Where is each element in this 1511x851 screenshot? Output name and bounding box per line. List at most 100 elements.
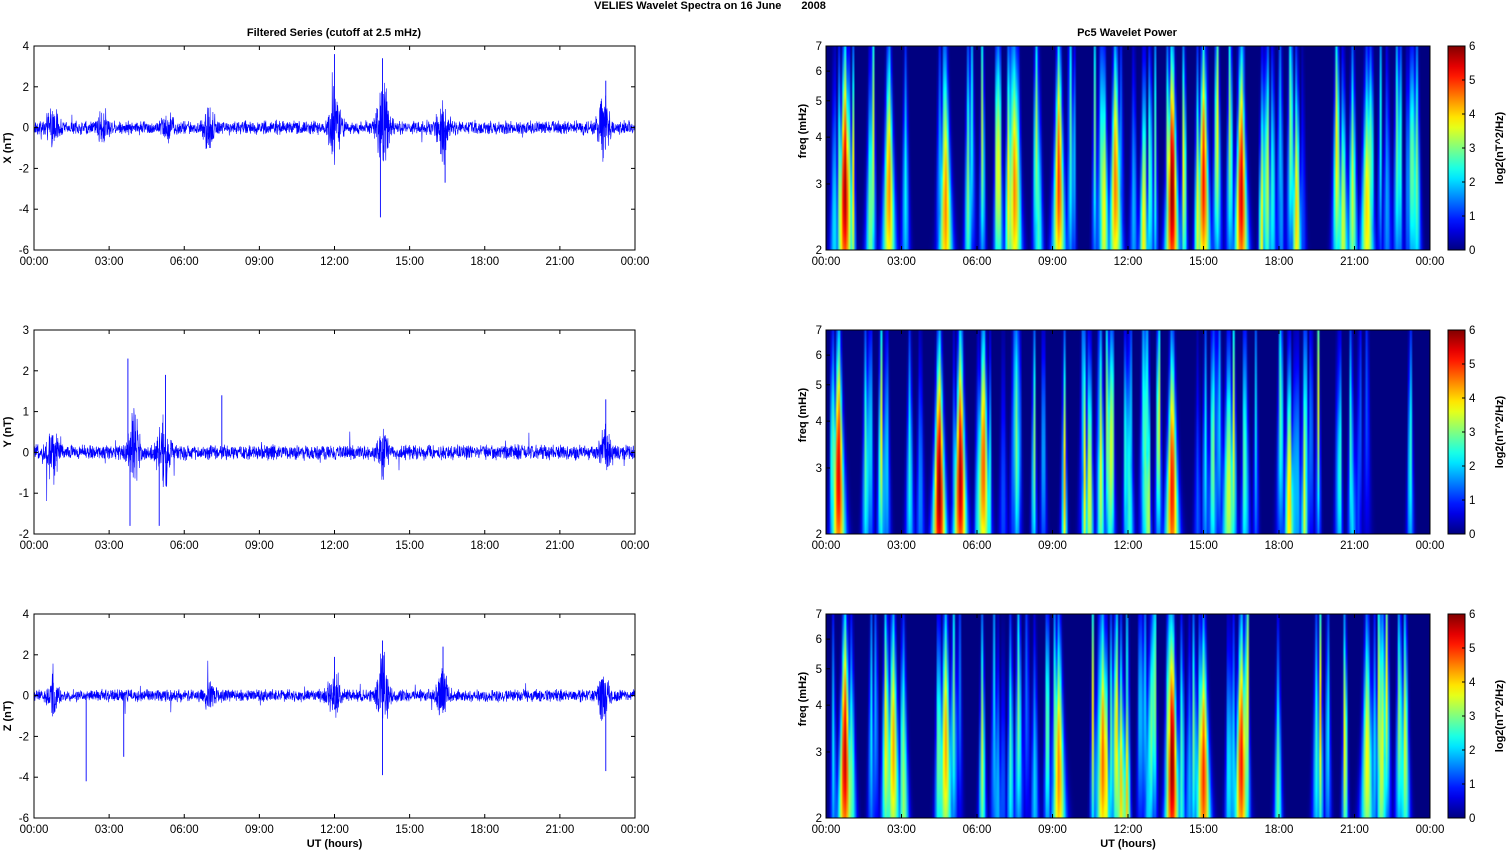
- colorbar-tick-label: 5: [1469, 643, 1475, 655]
- right-column-title: Pc5 Wavelet Power: [1077, 27, 1178, 39]
- y-tick-label: 0: [23, 447, 29, 459]
- y-tick-label: 4: [816, 416, 823, 428]
- wavelet-power-map: [826, 614, 1430, 818]
- x-tick-label: 15:00: [1189, 540, 1218, 552]
- x-tick-label: 21:00: [1340, 824, 1369, 836]
- colorbar-tick-label: 5: [1469, 359, 1475, 371]
- y-tick-label: 6: [816, 634, 822, 646]
- colorbar-tick-label: 1: [1469, 211, 1475, 223]
- colorbar-tick-label: 6: [1469, 325, 1475, 337]
- y-tick-label: 3: [816, 747, 822, 759]
- timeseries-panel-z: -6 -4 -2 0 2 4 00:00 03:00 06:00 09:00 12:00 15:00 1…: [2, 609, 649, 850]
- y-axis-label: Y (nT): [2, 416, 14, 447]
- filtered-series-line: [33, 72, 636, 165]
- x-tick-label: 21:00: [1340, 540, 1369, 552]
- wavelet-panel-3: 2 3 4 5 6 7 00:00 03:00 06:00 09:00 12:00 15:00 18:0…: [797, 609, 1506, 850]
- y-tick-label: 3: [816, 179, 822, 191]
- x-tick-label: 12:00: [320, 540, 349, 552]
- y-tick-label: -2: [19, 529, 29, 541]
- figure-title-main: VELIES Wavelet Spectra on 16 June: [594, 0, 781, 12]
- y-tick-label: 7: [816, 609, 822, 621]
- y-tick-label: 4: [23, 41, 30, 53]
- timeseries-panel-x: -6 -4 -2 0 2 4 00:00 03:00 06:00 09:00 12:00 15:00 1…: [2, 41, 649, 268]
- figure-title-year: 2008: [801, 0, 825, 12]
- y-axis-label: freq (mHz): [797, 671, 809, 726]
- x-tick-label: 18:00: [1265, 256, 1294, 268]
- x-axis-label: UT (hours): [307, 838, 363, 850]
- colorbar-tick-label: 3: [1469, 143, 1475, 155]
- x-tick-label: 06:00: [963, 824, 992, 836]
- colorbar-tick-label: 4: [1469, 109, 1476, 121]
- x-tick-label: 00:00: [20, 256, 49, 268]
- colorbar-tick-label: 0: [1469, 245, 1475, 257]
- x-tick-label: 00:00: [621, 540, 650, 552]
- colorbar-tick-label: 0: [1469, 529, 1475, 541]
- y-tick-label: 1: [23, 407, 29, 419]
- colorbar-tick-label: 6: [1469, 609, 1475, 621]
- y-tick-label: 5: [816, 96, 822, 108]
- colorbar-tick-label: 1: [1469, 779, 1475, 791]
- wavelet-panel-1: 2 3 4 5 6 7 00:00 03:00 06:00 09:00 12:00 15:00 18:0…: [797, 41, 1506, 268]
- colorbar-tick-label: 5: [1469, 75, 1475, 87]
- y-tick-label: 2: [816, 813, 822, 825]
- y-axis-label: freq (mHz): [797, 387, 809, 442]
- y-axis-label: Z (nT): [2, 700, 14, 731]
- y-tick-label: 2: [816, 529, 822, 541]
- y-tick-label: -6: [19, 245, 29, 257]
- x-tick-label: 21:00: [545, 540, 574, 552]
- x-tick-label: 21:00: [545, 256, 574, 268]
- y-tick-label: -2: [19, 163, 29, 175]
- x-tick-label: 21:00: [1340, 256, 1369, 268]
- x-tick-label: 00:00: [812, 540, 841, 552]
- x-tick-label: 06:00: [170, 256, 199, 268]
- x-tick-label: 15:00: [1189, 824, 1218, 836]
- x-tick-label: 12:00: [1114, 540, 1143, 552]
- x-tick-label: 21:00: [545, 824, 574, 836]
- y-tick-label: 2: [23, 650, 29, 662]
- x-tick-label: 15:00: [395, 256, 424, 268]
- x-tick-label: 00:00: [812, 824, 841, 836]
- x-tick-label: 18:00: [1265, 540, 1294, 552]
- x-tick-label: 00:00: [812, 256, 841, 268]
- colorbar: 0 1 2 3 4 5 6 log2(nT^2/Hz): [1447, 609, 1506, 825]
- timeseries-panel-y: -2 -1 0 1 2 3 00:00 03:00 06:00 09:00 12:00 15:00 18…: [2, 325, 649, 552]
- y-tick-label: 5: [816, 664, 822, 676]
- y-tick-label: 2: [23, 366, 29, 378]
- y-tick-label: -4: [19, 204, 30, 216]
- x-tick-label: 00:00: [621, 824, 650, 836]
- x-tick-label: 09:00: [245, 256, 274, 268]
- y-axis-label: X (nT): [2, 132, 14, 163]
- x-tick-label: 03:00: [95, 256, 124, 268]
- y-tick-label: 3: [816, 463, 822, 475]
- x-tick-label: 03:00: [95, 540, 124, 552]
- x-tick-label: 12:00: [320, 824, 349, 836]
- colorbar-tick-label: 3: [1469, 427, 1475, 439]
- y-tick-label: 4: [816, 700, 823, 712]
- colorbar-tick-label: 2: [1469, 177, 1475, 189]
- x-tick-label: 00:00: [20, 824, 49, 836]
- x-tick-label: 06:00: [170, 824, 199, 836]
- x-tick-label: 09:00: [245, 824, 274, 836]
- x-tick-label: 03:00: [887, 256, 916, 268]
- x-tick-label: 00:00: [1416, 540, 1445, 552]
- colorbar-label: log2(nT^2/Hz): [1494, 395, 1506, 468]
- figure-title: VELIES Wavelet Spectra on 16 June 2008: [594, 0, 826, 12]
- y-tick-label: -6: [19, 813, 29, 825]
- plot-background: [34, 330, 635, 534]
- x-tick-label: 12:00: [320, 256, 349, 268]
- colorbar-label: log2(nT^2/Hz): [1494, 679, 1506, 752]
- x-tick-label: 09:00: [245, 540, 274, 552]
- colorbar-tick-label: 2: [1469, 745, 1475, 757]
- y-tick-label: 7: [816, 41, 822, 53]
- x-axis-label: UT (hours): [1100, 838, 1156, 850]
- x-tick-label: 06:00: [170, 540, 199, 552]
- y-tick-label: -4: [19, 772, 30, 784]
- x-tick-label: 06:00: [963, 540, 992, 552]
- y-tick-label: 0: [23, 691, 29, 703]
- colorbar-tick-label: 6: [1469, 41, 1475, 53]
- y-tick-label: 2: [816, 245, 822, 257]
- x-tick-label: 15:00: [395, 824, 424, 836]
- y-tick-label: 6: [816, 350, 822, 362]
- x-tick-label: 15:00: [395, 540, 424, 552]
- y-tick-label: 2: [23, 82, 29, 94]
